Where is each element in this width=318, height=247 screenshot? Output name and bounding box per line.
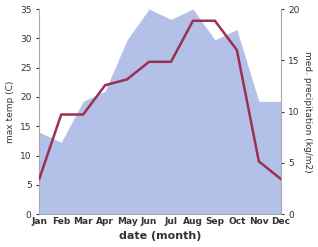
- Y-axis label: max temp (C): max temp (C): [5, 80, 15, 143]
- X-axis label: date (month): date (month): [119, 231, 201, 242]
- Y-axis label: med. precipitation (kg/m2): med. precipitation (kg/m2): [303, 51, 313, 172]
